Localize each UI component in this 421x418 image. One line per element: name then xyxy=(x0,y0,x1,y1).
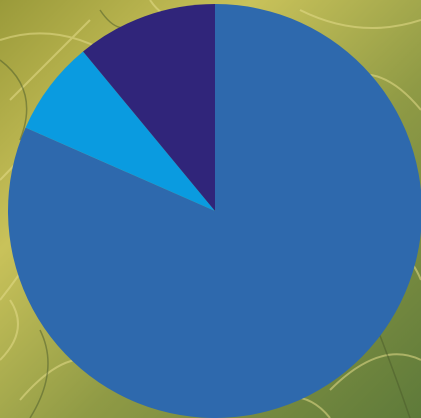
pie xyxy=(8,4,421,418)
pie-slice xyxy=(25,51,216,212)
pie-slice xyxy=(8,4,421,418)
pie-slice xyxy=(83,4,215,211)
